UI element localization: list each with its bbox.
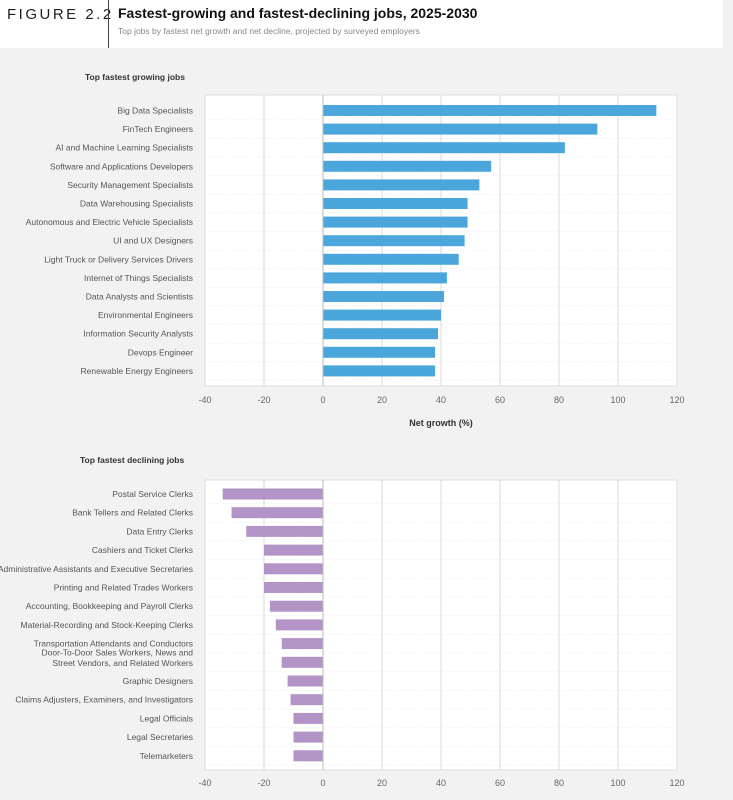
declining-bar bbox=[246, 525, 323, 537]
figure-label: FIGURE 2.2 bbox=[7, 6, 114, 23]
growing-tick-label: -20 bbox=[257, 395, 270, 405]
declining-category-label: Graphic Designers bbox=[123, 676, 193, 686]
declining-tick-label: -40 bbox=[198, 778, 211, 788]
declining-category-label: Cashiers and Ticket Clerks bbox=[92, 545, 193, 555]
growing-bar bbox=[323, 365, 436, 377]
declining-category-label: Door-To-Door Sales Workers, News and Stre… bbox=[42, 647, 194, 668]
growing-tick-label: 0 bbox=[320, 395, 325, 405]
growing-chart: -40 -20 0 20 40 60 80 100 120 Big Data Specialist… bbox=[26, 72, 685, 428]
growing-bar bbox=[323, 235, 465, 247]
growing-bar bbox=[323, 160, 492, 172]
declining-bar bbox=[222, 488, 323, 500]
growing-bar bbox=[323, 346, 436, 358]
declining-category-label: Accounting, Bookkeeping and Payroll Cler… bbox=[26, 601, 193, 611]
growing-bar bbox=[323, 179, 480, 191]
growing-x-axis-label: Net growth (%) bbox=[409, 418, 473, 428]
declining-category-label: Postal Service Clerks bbox=[112, 489, 193, 499]
declining-bar bbox=[275, 619, 323, 631]
declining-category-label: Bank Tellers and Related Clerks bbox=[72, 508, 193, 518]
declining-chart: -40 -20 0 20 40 60 80 100 120 Postal Service Cler… bbox=[0, 455, 685, 788]
growing-category-label: Data Analysts and Scientists bbox=[86, 292, 193, 302]
declining-category-label: Telemarketers bbox=[140, 751, 193, 761]
declining-tick-label: 40 bbox=[436, 778, 446, 788]
declining-tick-label: 20 bbox=[377, 778, 387, 788]
growing-bar bbox=[323, 105, 657, 116]
growing-bar bbox=[323, 291, 444, 302]
declining-bar bbox=[264, 582, 323, 593]
declining-category-label: Administrative Assistants and Executive … bbox=[0, 564, 193, 574]
declining-category-label-line: Street Vendors, and Related Workers bbox=[52, 658, 193, 668]
declining-bar bbox=[293, 731, 323, 743]
declining-category-label: Legal Officials bbox=[140, 713, 193, 723]
growing-category-label: Light Truck or Delivery Services Drivers bbox=[44, 254, 193, 264]
declining-tick-label: 0 bbox=[320, 778, 325, 788]
declining-bar bbox=[293, 750, 323, 762]
declining-tick-label: 60 bbox=[495, 778, 505, 788]
declining-bar bbox=[281, 638, 323, 650]
growing-category-label: FinTech Engineers bbox=[123, 124, 193, 134]
declining-bar bbox=[281, 656, 323, 668]
growing-tick-label: -40 bbox=[198, 395, 211, 405]
declining-chart-title: Top fastest declining jobs bbox=[80, 455, 184, 465]
declining-tick-label: 80 bbox=[554, 778, 564, 788]
growing-bar bbox=[323, 142, 565, 154]
growing-bar bbox=[323, 309, 441, 321]
figure-title: Fastest-growing and fastest-declining jo… bbox=[118, 5, 478, 21]
growing-bar bbox=[323, 328, 439, 340]
growing-bar bbox=[323, 216, 468, 228]
growing-tick-label: 40 bbox=[436, 395, 446, 405]
declining-bar bbox=[231, 507, 323, 519]
declining-category-label: Material-Recording and Stock-Keeping Cle… bbox=[21, 620, 193, 630]
declining-category-label: Data Entry Clerks bbox=[126, 526, 193, 536]
declining-category-label: Claims Adjusters, Examiners, and Investi… bbox=[15, 695, 193, 705]
growing-category-label: Information Security Analysts bbox=[83, 329, 193, 339]
declining-tick-label: 100 bbox=[610, 778, 625, 788]
growing-category-label: Devops Engineer bbox=[128, 347, 193, 357]
growing-tick-label: 20 bbox=[377, 395, 387, 405]
growing-bar bbox=[323, 272, 447, 284]
growing-category-label: Internet of Things Specialists bbox=[84, 273, 193, 283]
growing-chart-title: Top fastest growing jobs bbox=[85, 72, 185, 82]
declining-category-label-line: Door-To-Door Sales Workers, News and bbox=[42, 647, 194, 657]
growing-category-label: Autonomous and Electric Vehicle Speciali… bbox=[26, 217, 193, 227]
declining-bar bbox=[287, 675, 323, 687]
growing-category-label: Renewable Energy Engineers bbox=[81, 366, 193, 376]
growing-bar bbox=[323, 198, 468, 209]
growing-category-label: Security Management Specialists bbox=[67, 180, 193, 190]
header-divider bbox=[108, 0, 109, 48]
growing-tick-label: 60 bbox=[495, 395, 505, 405]
growing-tick-label: 80 bbox=[554, 395, 564, 405]
declining-bar bbox=[293, 712, 323, 724]
growing-category-label: UI and UX Designers bbox=[113, 236, 193, 246]
declining-bar bbox=[290, 694, 323, 706]
growing-category-label: Big Data Specialists bbox=[117, 106, 193, 116]
declining-tick-label: -20 bbox=[257, 778, 270, 788]
declining-bar bbox=[264, 544, 323, 556]
growing-category-label: AI and Machine Learning Specialists bbox=[56, 143, 194, 153]
figure-header: FIGURE 2.2 Fastest-growing and fastest-d… bbox=[0, 0, 723, 48]
growing-category-label: Data Warehousing Specialists bbox=[80, 199, 193, 209]
growing-category-label: Software and Applications Developers bbox=[50, 161, 193, 171]
declining-category-label: Transportation Attendants and Conductors bbox=[34, 639, 193, 649]
growing-bar bbox=[323, 123, 598, 135]
declining-bar bbox=[269, 600, 323, 612]
declining-bar bbox=[264, 563, 323, 575]
growing-category-label: Environmental Engineers bbox=[98, 310, 193, 320]
figure-subtitle: Top jobs by fastest net growth and net d… bbox=[118, 26, 420, 36]
growing-bar bbox=[323, 253, 459, 265]
growing-tick-label: 120 bbox=[669, 395, 684, 405]
declining-category-label: Printing and Related Trades Workers bbox=[54, 583, 193, 593]
declining-category-label: Legal Secretaries bbox=[127, 732, 193, 742]
growing-tick-label: 100 bbox=[610, 395, 625, 405]
declining-tick-label: 120 bbox=[669, 778, 684, 788]
